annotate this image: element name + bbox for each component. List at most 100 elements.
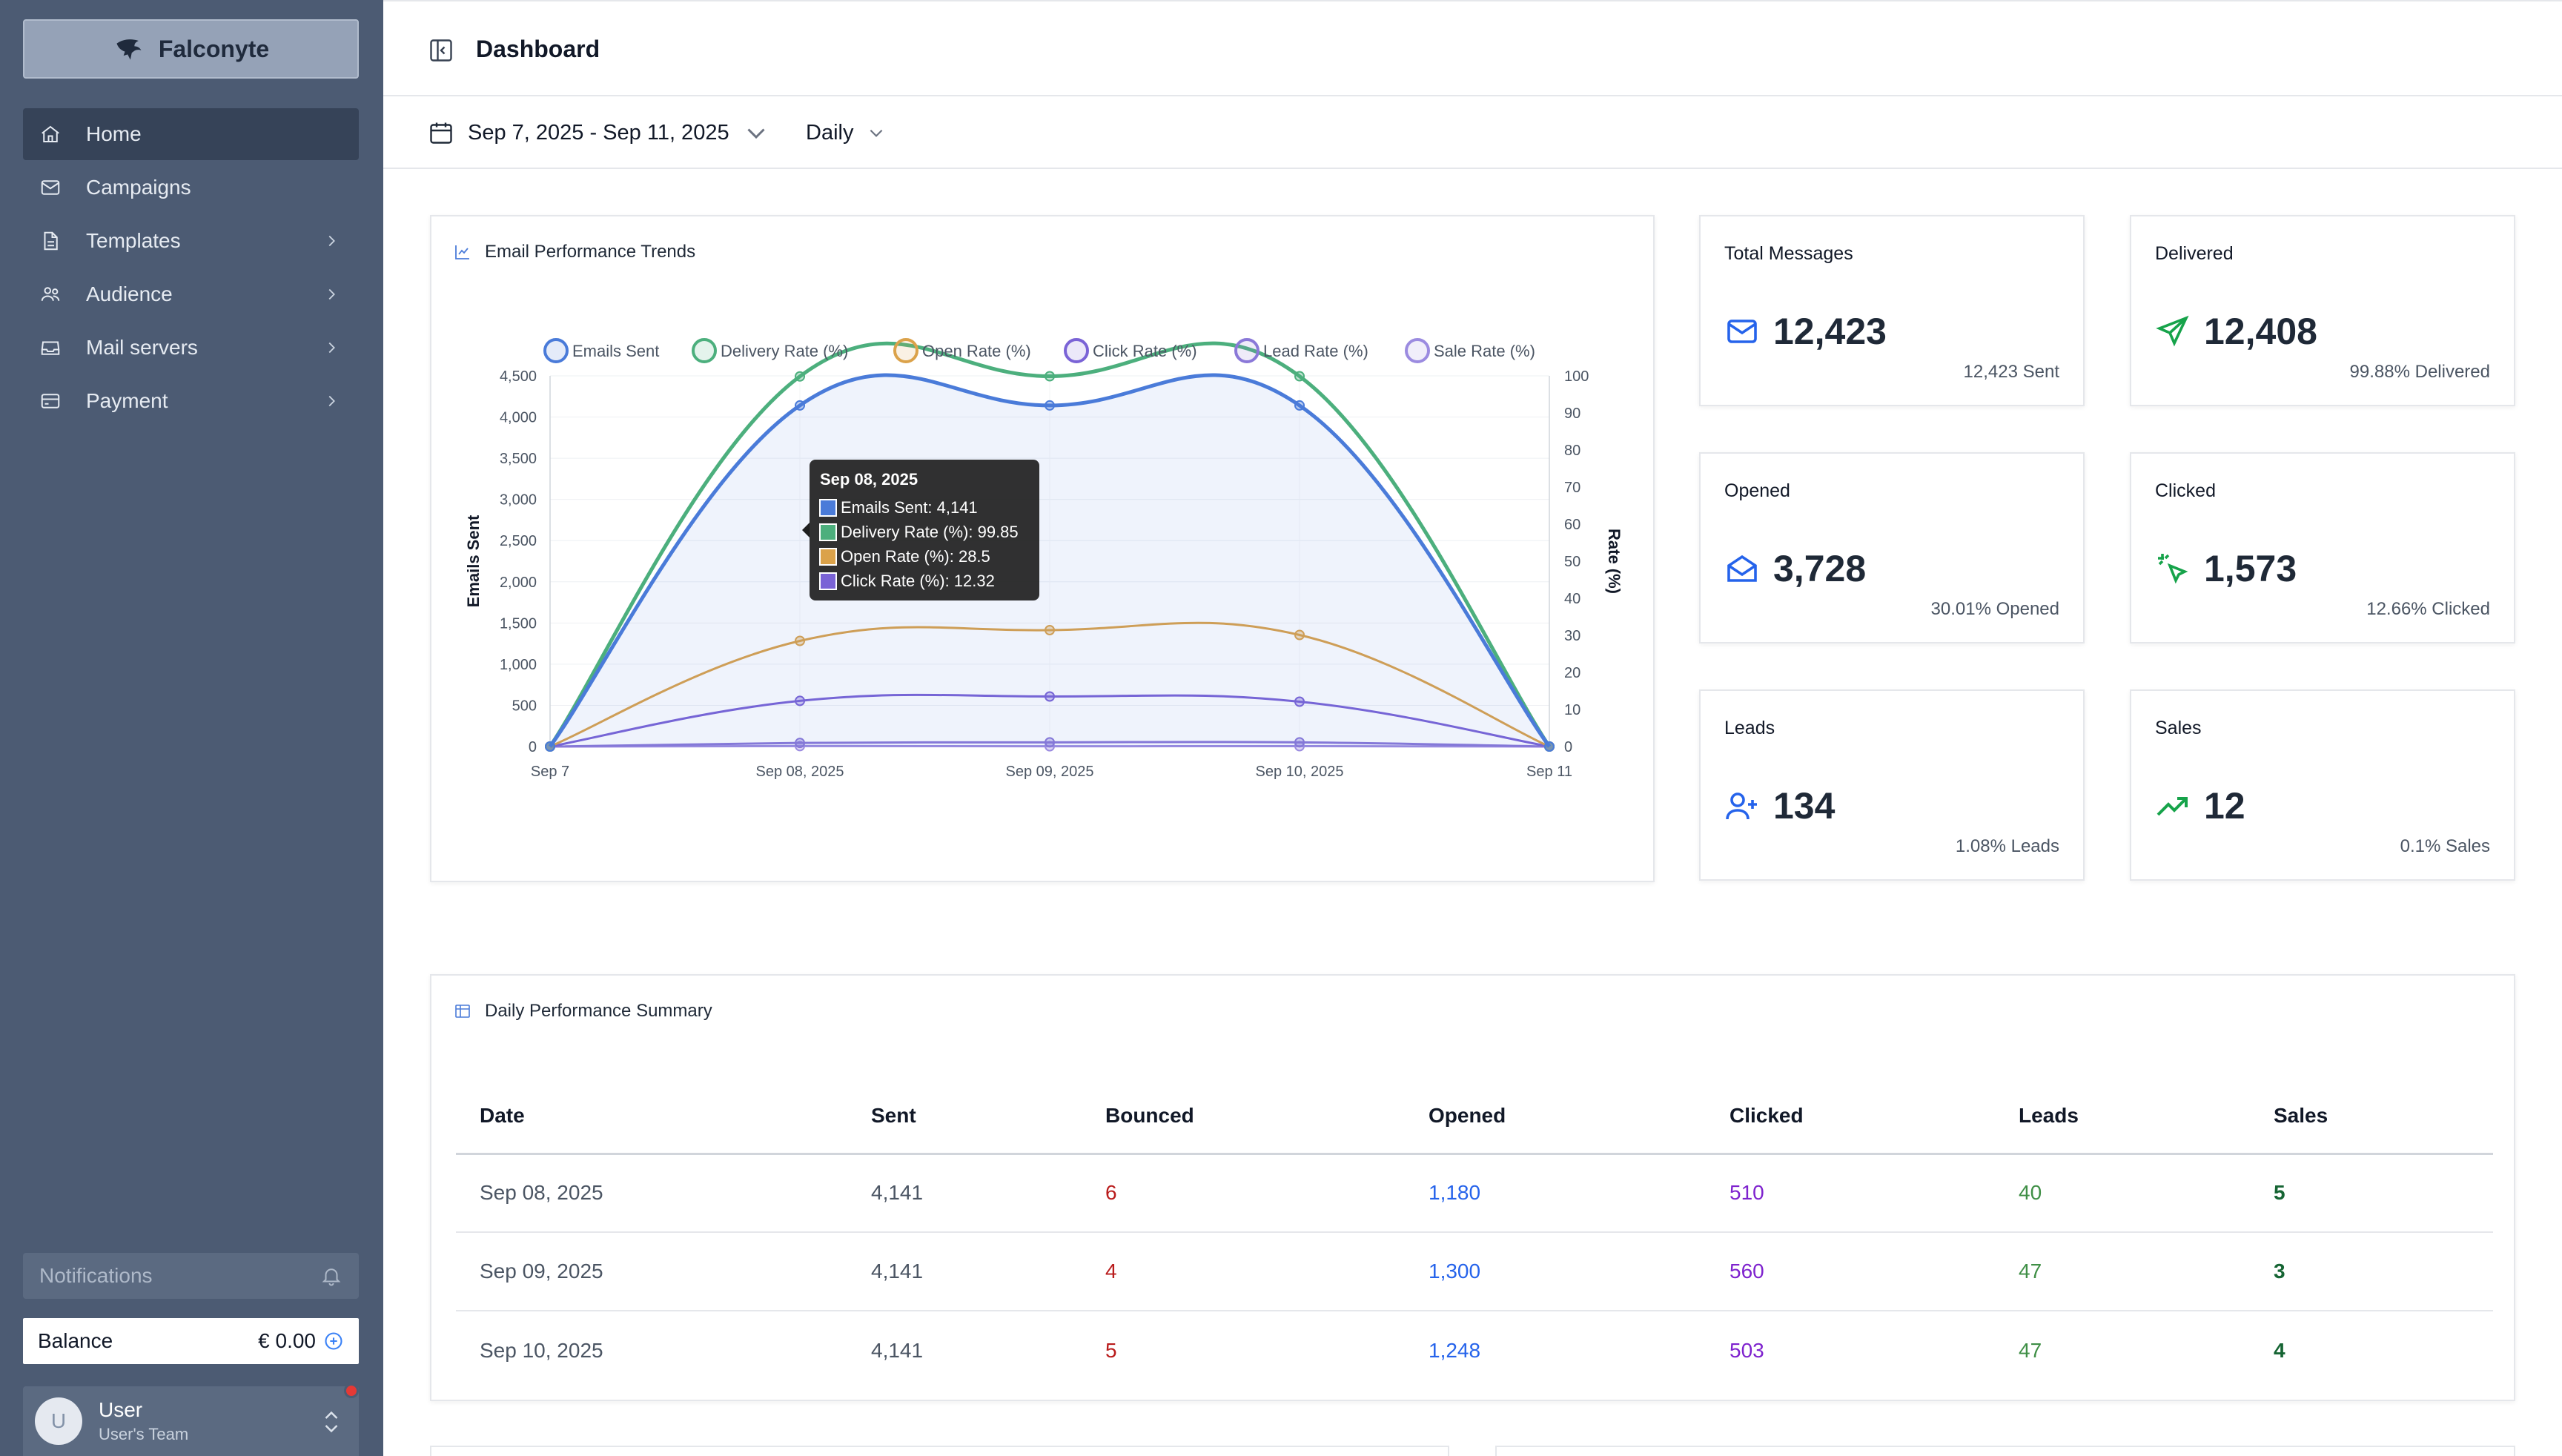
column-header[interactable]: Sales [2250, 1079, 2493, 1155]
cell-date: Sep 08, 2025 [456, 1154, 847, 1233]
cell-sent: 4,141 [871, 1338, 924, 1362]
falcon-icon [116, 39, 142, 60]
y2-tick-label: 70 [1564, 480, 1580, 496]
column-header[interactable]: Opened [1405, 1079, 1706, 1155]
x-tick-label: Sep 11 [1526, 764, 1572, 780]
stat-clicked: Clicked 1,573 12.66% Clicked [2130, 452, 2515, 643]
y-tick-label: 2,000 [500, 575, 537, 591]
y2-tick-label: 30 [1564, 628, 1580, 644]
y-tick-label: 3,500 [500, 451, 537, 467]
y-tick-label: 2,500 [500, 533, 537, 549]
y2-tick-label: 60 [1564, 517, 1580, 533]
daily-summary-card: Daily Performance Summary Date Sent Boun… [430, 974, 2515, 1401]
legend-swatch [543, 338, 569, 363]
user-plus-icon [1726, 792, 1757, 820]
column-header[interactable]: Sent [847, 1079, 1082, 1155]
stat-value: 12,408 [2204, 311, 2317, 352]
series-line-lead-rate [549, 741, 1550, 748]
column-header[interactable]: Date [456, 1079, 847, 1155]
sidebar-item-mail-servers[interactable]: Mail servers [23, 322, 359, 374]
y-tick-label: 1,500 [500, 615, 537, 632]
period-value: Daily [806, 120, 854, 145]
brand-logo[interactable]: Falconyte [23, 19, 359, 79]
chevron-up-down-icon [325, 1411, 338, 1433]
chevron-right-icon [328, 342, 335, 354]
data-point-emails-sent [1045, 400, 1055, 411]
stat-label: Total Messages [1724, 243, 1853, 264]
legend-swatch [1234, 338, 1260, 363]
stat-value: 12 [2204, 785, 2245, 827]
email-trends-chart[interactable]: 05001,0001,5002,0002,5003,0003,5004,0004… [431, 216, 1656, 884]
sidebar-item-templates[interactable]: Templates [23, 215, 359, 267]
sidebar-item-campaigns[interactable]: Campaigns [23, 162, 359, 214]
sidebar-item-audience[interactable]: Audience [23, 268, 359, 320]
tooltip-swatch [819, 572, 837, 590]
legend-item-emails-sent[interactable]: Emails Sent [543, 338, 659, 363]
cell-clicked: 510 [1706, 1154, 1995, 1233]
user-menu[interactable]: U User User's Team [23, 1383, 359, 1456]
chart-card-header: Email Performance Trends [454, 242, 695, 262]
legend-item-delivery-rate[interactable]: Delivery Rate (%) [692, 338, 848, 363]
x-tick-label: Sep 08, 2025 [756, 764, 844, 780]
stat-label: Delivered [2155, 243, 2234, 264]
email-trends-card: Email Performance Trends 0 500 1,000 1,500 2… [430, 215, 1655, 882]
bottom-card-right [1495, 1446, 2515, 1456]
column-header[interactable]: Clicked [1706, 1079, 1995, 1155]
column-header[interactable]: Bounced [1082, 1079, 1405, 1155]
data-point-open-rate [1045, 625, 1055, 635]
legend-label: Delivery Rate (%) [721, 342, 848, 360]
add-funds-icon[interactable] [323, 1331, 344, 1351]
sidebar-item-payment[interactable]: Payment [23, 375, 359, 427]
notifications-button[interactable]: Notifications [23, 1253, 359, 1299]
table-card-title: Daily Performance Summary [485, 1001, 712, 1021]
data-point-delivery-rate [795, 371, 805, 382]
cell-bounced: 5 [1105, 1338, 1117, 1362]
legend-label: Click Rate (%) [1093, 342, 1197, 360]
user-name: User [99, 1398, 143, 1421]
stat-label: Clicked [2155, 480, 2216, 501]
sidebar-item-home[interactable]: Home [23, 108, 359, 160]
balance-value: € 0.00 [258, 1329, 316, 1352]
line-chart-icon [455, 245, 469, 259]
chevron-down-icon [870, 129, 883, 137]
x-tick-label: Sep 10, 2025 [1256, 764, 1344, 780]
series-line-open-rate [549, 621, 1550, 748]
sidebar: Falconyte Home Campaigns Templates Audie… [0, 0, 383, 1456]
cell-opened: 1,180 [1405, 1154, 1706, 1233]
date-range-picker[interactable]: Sep 7, 2025 - Sep 11, 2025 [428, 116, 769, 150]
data-point-delivery-rate [1045, 371, 1055, 382]
file-icon [39, 230, 62, 252]
series-area-emails-sent [550, 374, 1549, 747]
legend-item-lead-rate[interactable]: Lead Rate (%) [1234, 338, 1368, 363]
legend-label: Sale Rate (%) [1434, 342, 1535, 360]
mail-icon [39, 176, 62, 199]
legend-item-sale-rate[interactable]: Sale Rate (%) [1405, 338, 1535, 363]
data-point-lead-rate [795, 738, 805, 749]
sidebar-item-label: Audience [86, 282, 173, 305]
legend-swatch [1405, 338, 1430, 363]
stat-delivered: Delivered 12,408 99.88% Delivered [2130, 215, 2515, 406]
y2-tick-label: 100 [1564, 368, 1589, 385]
data-point-click-rate [795, 695, 805, 707]
sidebar-nav: Home Campaigns Templates Audience Mail s… [23, 108, 359, 428]
column-header[interactable]: Leads [1995, 1079, 2250, 1155]
cell-sales: 3 [2250, 1232, 2493, 1311]
y-tick-label: 4,000 [500, 410, 537, 426]
table-header-row: Date Sent Bounced Opened Clicked Leads S… [456, 1079, 2493, 1155]
sidebar-toggle-icon[interactable] [428, 37, 454, 64]
table-row: Sep 08, 2025 4,141 6 1,180 510 40 5 [456, 1154, 2493, 1233]
stat-value: 134 [1773, 785, 1836, 827]
tooltip-caret [802, 523, 810, 537]
table-row: Sep 10, 2025 4,141 5 1,248 503 47 4 [456, 1311, 2493, 1389]
legend-item-click-rate[interactable]: Click Rate (%) [1064, 338, 1197, 363]
legend-swatch [893, 338, 918, 363]
card-icon [39, 390, 62, 412]
period-select[interactable]: Daily [806, 116, 886, 150]
tooltip-line: Delivery Rate (%): 99.85 [841, 523, 1019, 541]
legend-item-open-rate[interactable]: Open Rate (%) [893, 338, 1031, 363]
legend-label: Open Rate (%) [922, 342, 1031, 360]
filter-bar: Sep 7, 2025 - Sep 11, 2025 Daily [383, 96, 2562, 169]
cell-sent: 4,141 [847, 1232, 1082, 1311]
stat-label: Sales [2155, 718, 2202, 738]
cell-leads: 40 [1995, 1154, 2250, 1233]
